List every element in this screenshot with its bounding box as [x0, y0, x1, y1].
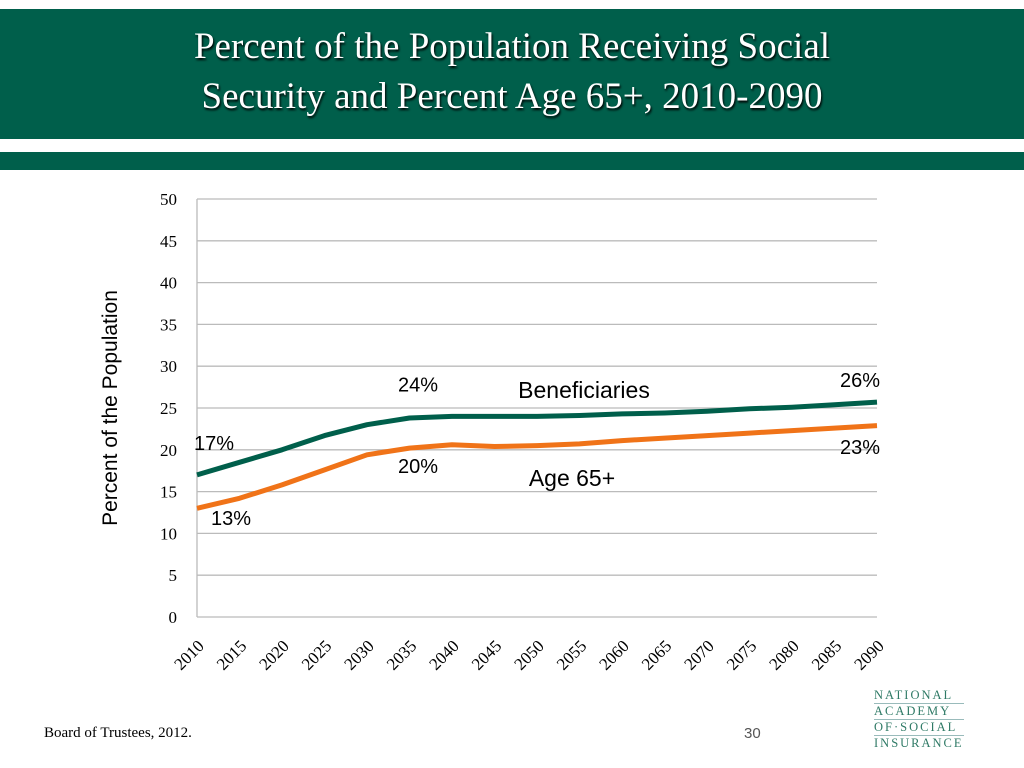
x-tick-label: 2090: [850, 636, 887, 673]
data-label: 26%: [840, 370, 880, 392]
y-tick-label: 35: [160, 315, 177, 334]
data-label: 20%: [398, 456, 438, 478]
y-tick-label: 25: [160, 399, 177, 418]
page-number: 30: [744, 725, 761, 742]
logo-line: ACADEMY: [874, 704, 964, 720]
x-tick-label: 2020: [255, 636, 292, 673]
nasi-logo: NATIONAL ACADEMY OF·SOCIAL INSURANCE: [874, 688, 964, 751]
x-tick-label: 2015: [213, 636, 250, 673]
series-line-age-65-: [196, 423, 878, 511]
x-tick-label: 2060: [595, 636, 632, 673]
y-tick-label: 30: [160, 357, 177, 376]
x-tick-label: 2045: [468, 636, 505, 673]
divider-band: [0, 152, 1024, 170]
y-tick-label: 40: [160, 274, 177, 293]
y-tick-label: 15: [160, 483, 177, 502]
x-tick-label: 2010: [170, 636, 207, 673]
y-tick-label: 5: [169, 566, 178, 585]
y-tick-label: 45: [160, 232, 177, 251]
x-tick-label: 2035: [383, 636, 420, 673]
x-tick-label: 2050: [510, 636, 547, 673]
data-label: 13%: [211, 508, 251, 530]
source-note: Board of Trustees, 2012.: [44, 725, 192, 741]
logo-line: INSURANCE: [874, 736, 964, 750]
y-tick-label: 50: [160, 190, 177, 209]
x-tick-label: 2085: [808, 636, 845, 673]
data-label: 17%: [194, 433, 234, 455]
y-tick-label: 20: [160, 441, 177, 460]
series-label-age-65: Age 65+: [529, 465, 615, 491]
title-line-1: Percent of the Population Receiving Soci…: [193, 26, 831, 67]
x-tick-label: 2075: [723, 636, 760, 673]
x-tick-label: 2065: [638, 636, 675, 673]
x-tick-label: 2080: [765, 636, 802, 673]
series-label-beneficiaries: Beneficiaries: [518, 377, 650, 403]
x-tick-label: 2030: [340, 636, 377, 673]
x-tick-label: 2040: [425, 636, 462, 673]
logo-line: OF·SOCIAL: [874, 720, 964, 736]
y-tick-label: 10: [160, 524, 177, 543]
y-tick-label: 0: [169, 608, 178, 627]
title-banner: [0, 9, 1024, 139]
x-tick-label: 2055: [553, 636, 590, 673]
data-label: 24%: [398, 374, 438, 396]
data-label: 23%: [840, 437, 880, 459]
x-tick-label: 2070: [680, 636, 717, 673]
series-line-beneficiaries: [196, 399, 878, 478]
slide-title: Percent of the Population Receiving Soci…: [0, 22, 1024, 122]
title-line-2: Security and Percent Age 65+, 2010-2090: [201, 76, 823, 117]
x-tick-label: 2025: [298, 636, 335, 673]
logo-line: NATIONAL: [874, 688, 964, 704]
